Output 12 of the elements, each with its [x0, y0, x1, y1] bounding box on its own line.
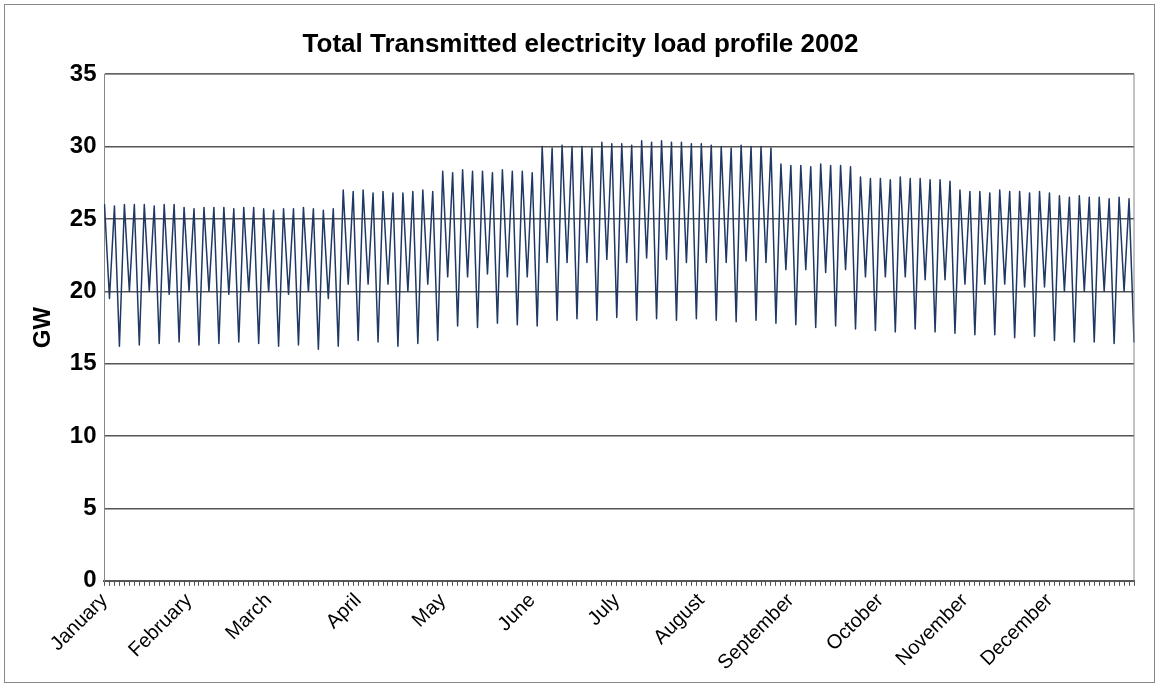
y-tick-label: 5 — [83, 493, 97, 521]
y-tick-label: 35 — [69, 58, 97, 86]
y-tick-label: 25 — [69, 203, 97, 231]
y-tick-label: 20 — [69, 275, 97, 303]
chart-title: Total Transmitted electricity load profile 2002 — [302, 27, 859, 58]
x-tick-label: July — [582, 588, 624, 630]
x-tick-label: May — [407, 588, 450, 631]
y-tick-label: 0 — [83, 565, 97, 593]
y-tick-label: 10 — [69, 420, 97, 448]
y-tick-label: 30 — [69, 131, 97, 159]
y-axis-title: GW — [28, 306, 56, 349]
y-tick-label: 15 — [69, 348, 97, 376]
